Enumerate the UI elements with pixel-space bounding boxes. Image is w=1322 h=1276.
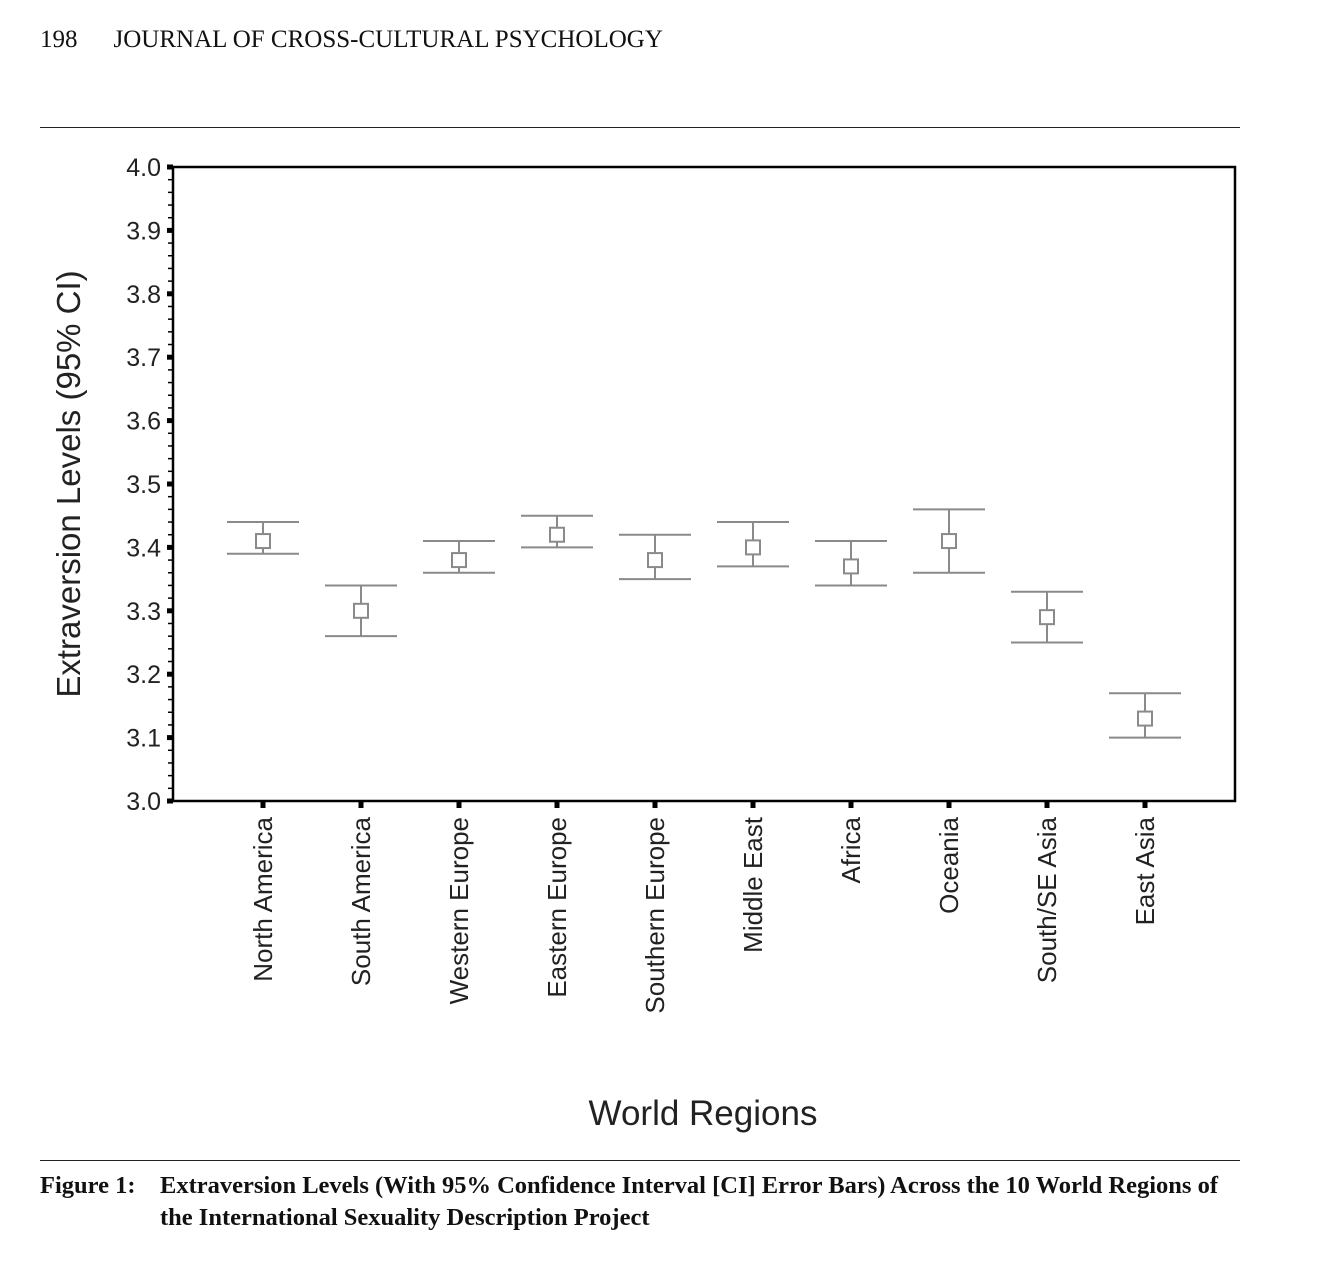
y-major-tick: [167, 164, 173, 170]
figure-caption: Figure 1: Extraversion Levels (With 95% …: [40, 1170, 1240, 1234]
x-major-tick: [848, 801, 854, 808]
x-tick-label: Africa: [836, 816, 866, 883]
y-major-tick: [167, 544, 173, 550]
mean-marker: [255, 533, 271, 550]
x-tick-label: Southern Europe: [640, 817, 670, 1014]
x-major-tick: [652, 801, 658, 808]
x-major-tick: [1044, 801, 1050, 808]
plot-frame: [171, 165, 1237, 803]
y-major-tick: [167, 418, 173, 424]
journal-title: JOURNAL OF CROSS-CULTURAL PSYCHOLOGY: [113, 26, 663, 53]
x-major-tick: [946, 801, 952, 808]
y-tick-label: 3.5: [126, 471, 161, 499]
y-major-tick: [167, 481, 173, 487]
y-tick-label: 3.6: [126, 408, 161, 436]
y-major-tick: [167, 227, 173, 233]
x-major-tick: [456, 801, 462, 808]
x-major-tick: [358, 801, 364, 808]
y-major-tick: [167, 735, 173, 741]
figure-label: Figure 1:: [40, 1172, 136, 1199]
top-rule: [40, 127, 1240, 128]
y-tick-label: 3.2: [126, 661, 161, 689]
x-tick-label: East Asia: [1130, 816, 1160, 925]
y-major-tick: [167, 608, 173, 614]
y-tick-label: 3.7: [126, 344, 161, 372]
mean-marker: [353, 602, 369, 619]
x-tick-label: Middle East: [738, 816, 768, 953]
x-tick-label: Oceania: [934, 816, 964, 913]
x-major-tick: [260, 801, 266, 808]
mean-marker: [843, 558, 859, 575]
x-tick-label: Western Europe: [444, 817, 474, 1004]
y-tick-label: 3.0: [126, 788, 161, 816]
y-tick-label: 4.0: [126, 154, 161, 182]
mean-marker: [1039, 609, 1055, 626]
mean-marker: [1137, 710, 1153, 727]
mean-marker: [647, 552, 663, 569]
x-axis-title: World Regions: [589, 1094, 818, 1133]
mean-marker: [451, 552, 467, 569]
x-tick-label: South/SE Asia: [1032, 816, 1062, 983]
x-tick-label: South America: [346, 816, 376, 986]
page-number: 198: [40, 26, 78, 53]
y-major-tick: [167, 291, 173, 297]
y-major-tick: [167, 354, 173, 360]
y-major-tick: [167, 671, 173, 677]
extraversion-chart: 3.0 3.1 3.2 3.3 3.4 3.5 3.6 3.7 3.8 3.9 4.0 North A…: [50, 154, 1237, 1133]
caption-rule: [40, 1160, 1240, 1161]
x-tick-label: North America: [248, 816, 278, 981]
mean-marker: [549, 526, 565, 543]
y-tick-label: 3.9: [126, 217, 161, 245]
x-major-tick: [1142, 801, 1148, 808]
page-header: 198 JOURNAL OF CROSS-CULTURAL PSYCHOLOGY: [40, 26, 663, 54]
x-major-tick: [750, 801, 756, 808]
mean-marker: [941, 533, 957, 550]
y-major-tick: [167, 798, 173, 804]
figure-caption-text: Extraversion Levels (With 95% Confidence…: [160, 1172, 1218, 1231]
x-major-tick: [554, 801, 560, 808]
x-tick-label: Eastern Europe: [542, 817, 572, 998]
y-tick-label: 3.3: [126, 598, 161, 626]
y-tick-label: 3.1: [126, 725, 161, 753]
mean-marker: [745, 539, 761, 556]
y-axis-title: Extraversion Levels (95% CI): [50, 270, 87, 697]
y-tick-label: 3.4: [126, 534, 161, 562]
y-tick-label: 3.8: [126, 281, 161, 309]
